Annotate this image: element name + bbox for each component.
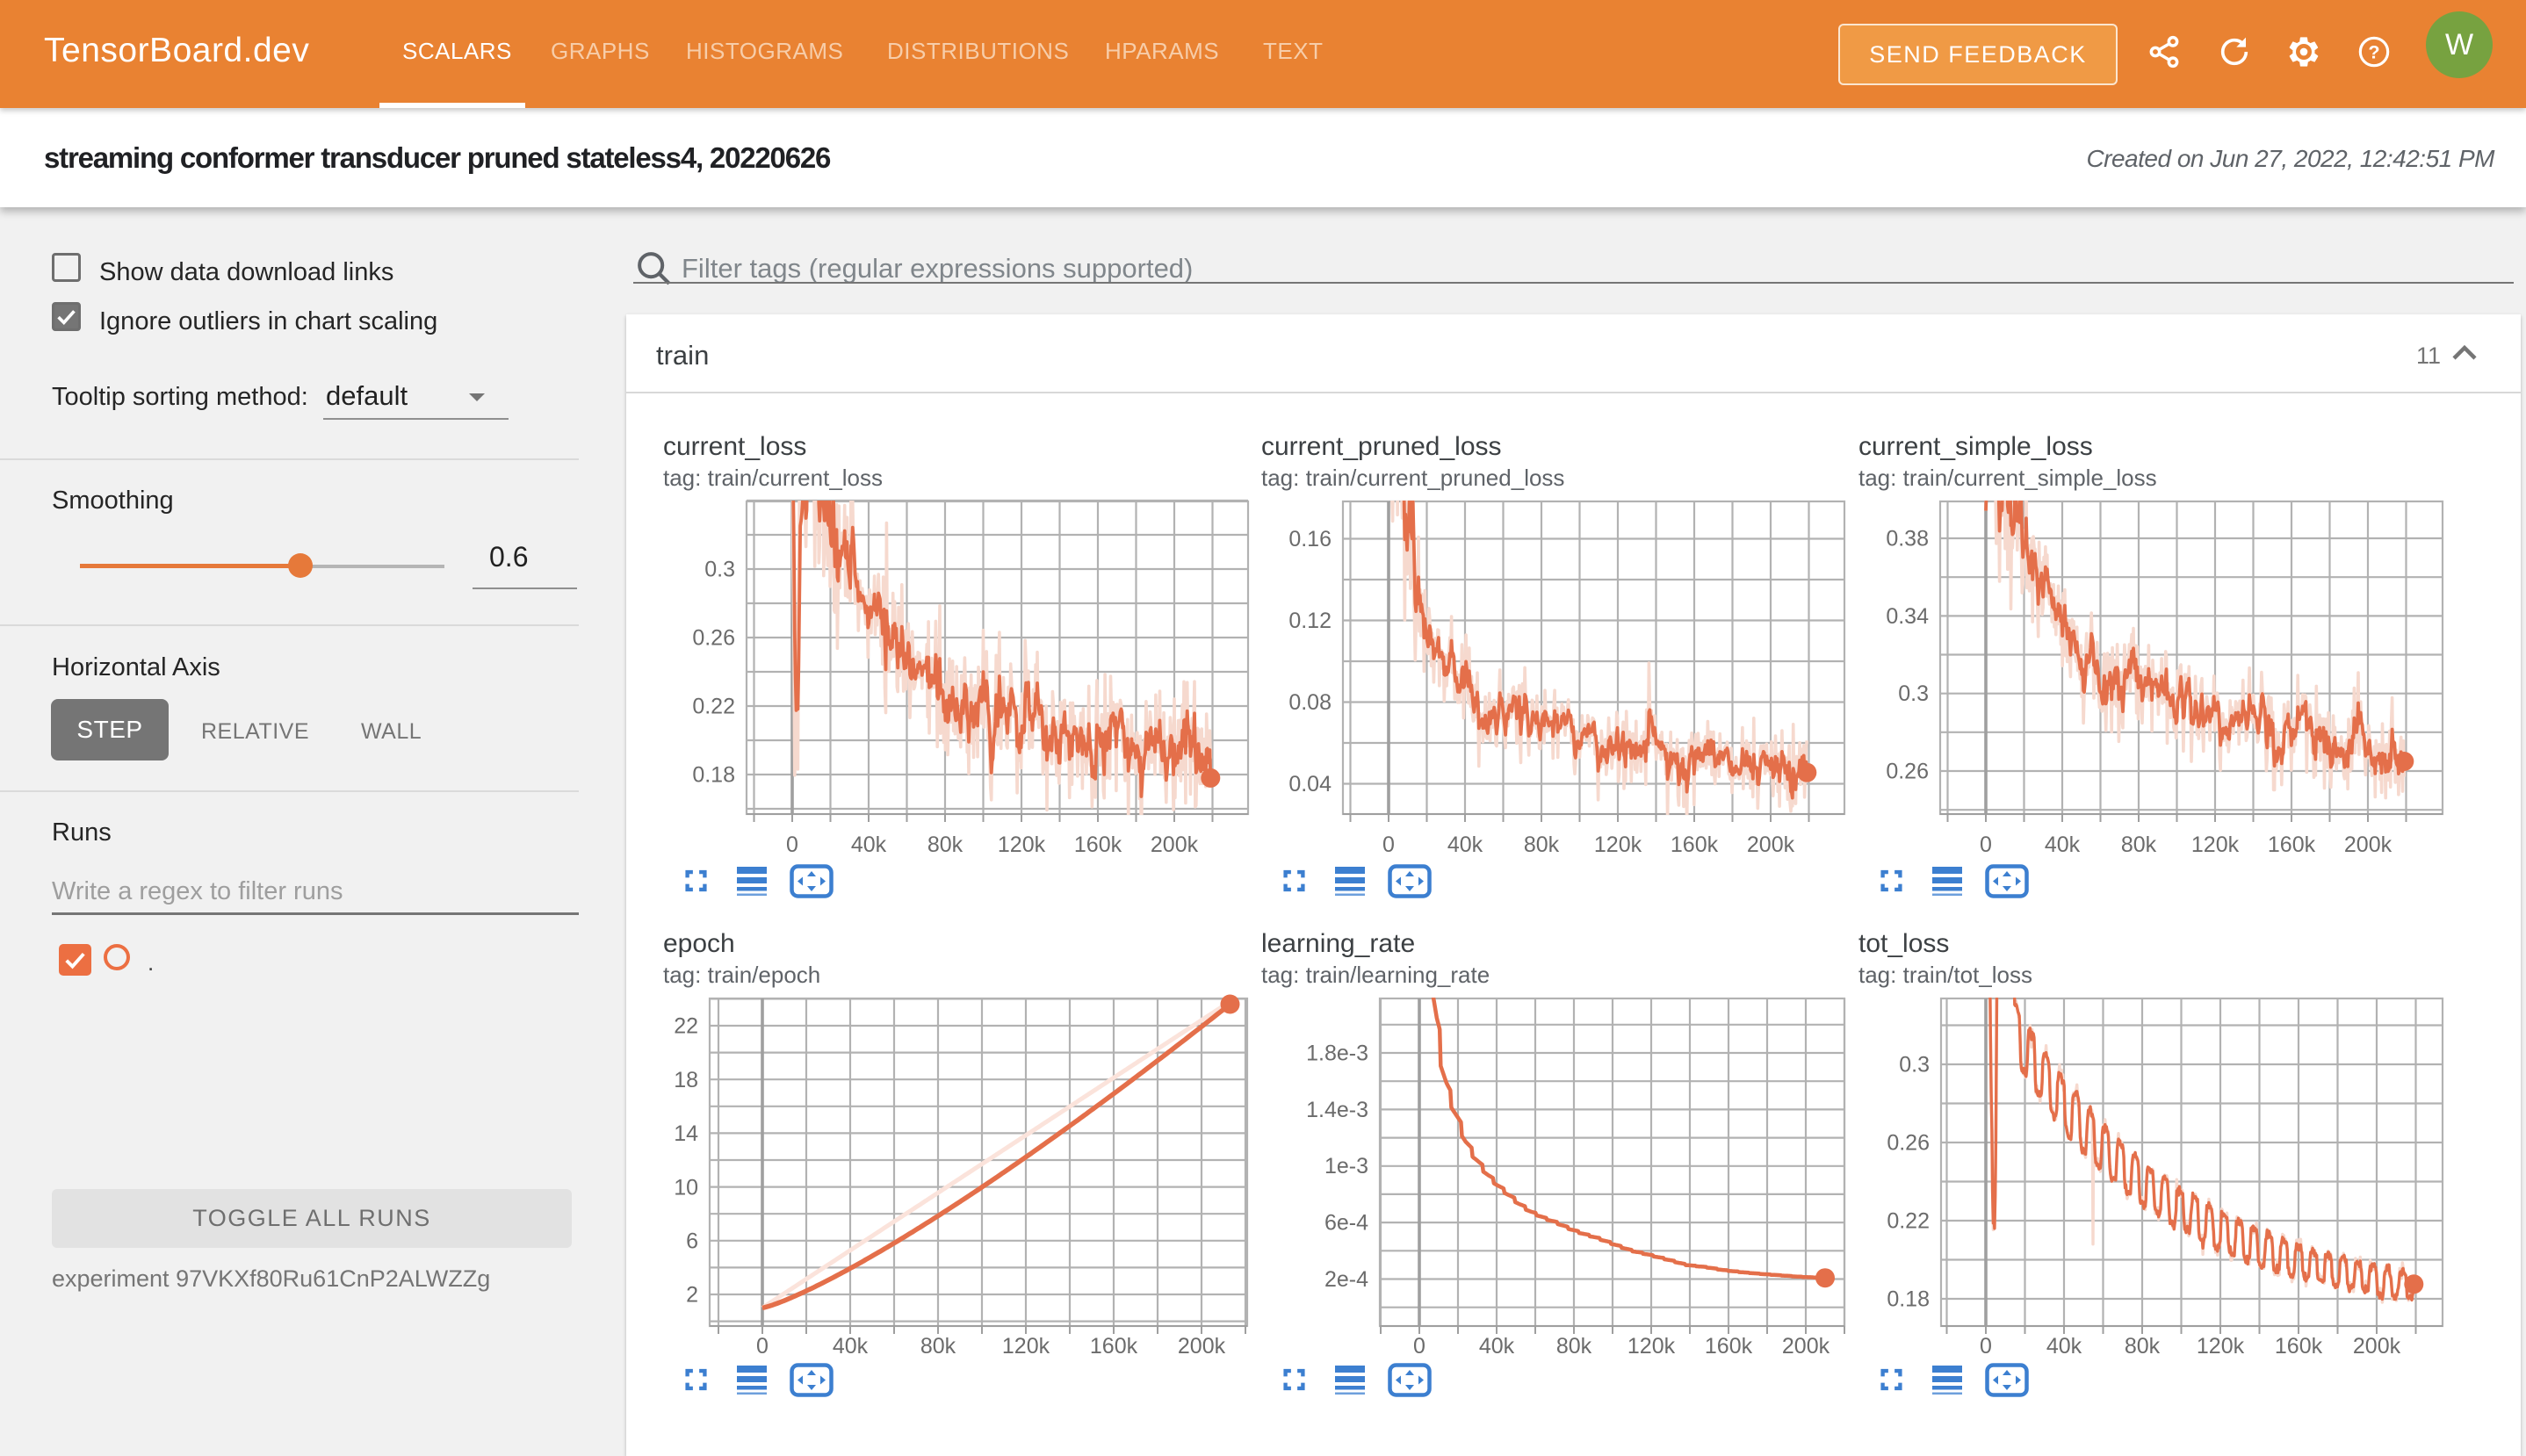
svg-text:0.18: 0.18 (692, 763, 735, 788)
svg-text:0.26: 0.26 (692, 626, 735, 651)
svg-text:1.4e-3: 1.4e-3 (1306, 1098, 1368, 1122)
svg-text:80k: 80k (2121, 833, 2157, 857)
svg-text:0: 0 (786, 833, 798, 857)
svg-text:0.12: 0.12 (1288, 609, 1332, 633)
svg-text:160k: 160k (2268, 833, 2316, 857)
svg-text:1e-3: 1e-3 (1324, 1154, 1368, 1178)
svg-text:0.26: 0.26 (1886, 760, 1929, 784)
svg-text:10: 10 (674, 1175, 698, 1200)
svg-text:18: 18 (674, 1068, 698, 1092)
svg-text:0.3: 0.3 (1898, 681, 1929, 706)
svg-text:14: 14 (674, 1121, 698, 1146)
svg-text:0.26: 0.26 (1887, 1131, 1930, 1156)
svg-text:120k: 120k (2197, 1334, 2245, 1359)
svg-text:80k: 80k (1524, 833, 1560, 857)
svg-text:120k: 120k (2191, 833, 2240, 857)
svg-text:40k: 40k (1479, 1334, 1515, 1359)
svg-text:2: 2 (686, 1283, 698, 1308)
svg-text:40k: 40k (2045, 833, 2081, 857)
svg-text:200k: 200k (2344, 833, 2392, 857)
svg-text:120k: 120k (1002, 1334, 1050, 1359)
svg-text:120k: 120k (1594, 833, 1642, 857)
svg-text:0.16: 0.16 (1288, 527, 1332, 551)
svg-text:160k: 160k (1090, 1334, 1138, 1359)
svg-text:0: 0 (1413, 1334, 1425, 1359)
svg-text:200k: 200k (1178, 1334, 1226, 1359)
svg-text:160k: 160k (1074, 833, 1122, 857)
svg-text:80k: 80k (2125, 1334, 2161, 1359)
svg-text:200k: 200k (1782, 1334, 1830, 1359)
svg-text:200k: 200k (1151, 833, 1199, 857)
svg-text:0.08: 0.08 (1288, 690, 1332, 715)
svg-text:80k: 80k (920, 1334, 956, 1359)
svg-text:0.3: 0.3 (1899, 1053, 1930, 1078)
svg-text:0: 0 (1980, 833, 1992, 857)
svg-text:80k: 80k (1556, 1334, 1592, 1359)
svg-text:0.22: 0.22 (692, 695, 735, 719)
svg-text:6: 6 (686, 1229, 698, 1254)
svg-text:2e-4: 2e-4 (1324, 1267, 1368, 1292)
svg-text:160k: 160k (1705, 1334, 1753, 1359)
svg-text:0.18: 0.18 (1887, 1287, 1930, 1312)
svg-text:0.34: 0.34 (1886, 604, 1929, 629)
svg-text:0: 0 (1382, 833, 1395, 857)
svg-text:0.3: 0.3 (704, 558, 735, 582)
svg-text:200k: 200k (1747, 833, 1795, 857)
svg-text:160k: 160k (2275, 1334, 2323, 1359)
svg-text:40k: 40k (851, 833, 887, 857)
svg-text:80k: 80k (927, 833, 963, 857)
svg-text:40k: 40k (1447, 833, 1483, 857)
svg-text:6e-4: 6e-4 (1324, 1211, 1368, 1236)
svg-text:200k: 200k (2353, 1334, 2401, 1359)
svg-text:40k: 40k (2046, 1334, 2082, 1359)
svg-text:0.04: 0.04 (1288, 772, 1332, 796)
svg-text:?: ? (2368, 41, 2379, 63)
svg-text:40k: 40k (833, 1334, 869, 1359)
svg-text:0.22: 0.22 (1887, 1209, 1930, 1234)
svg-text:0: 0 (756, 1334, 769, 1359)
svg-text:120k: 120k (1627, 1334, 1676, 1359)
svg-text:0: 0 (1980, 1334, 1992, 1359)
svg-text:1.8e-3: 1.8e-3 (1306, 1041, 1368, 1065)
svg-text:22: 22 (674, 1014, 698, 1039)
svg-text:0.38: 0.38 (1886, 527, 1929, 551)
svg-text:160k: 160k (1671, 833, 1719, 857)
svg-text:120k: 120k (998, 833, 1046, 857)
